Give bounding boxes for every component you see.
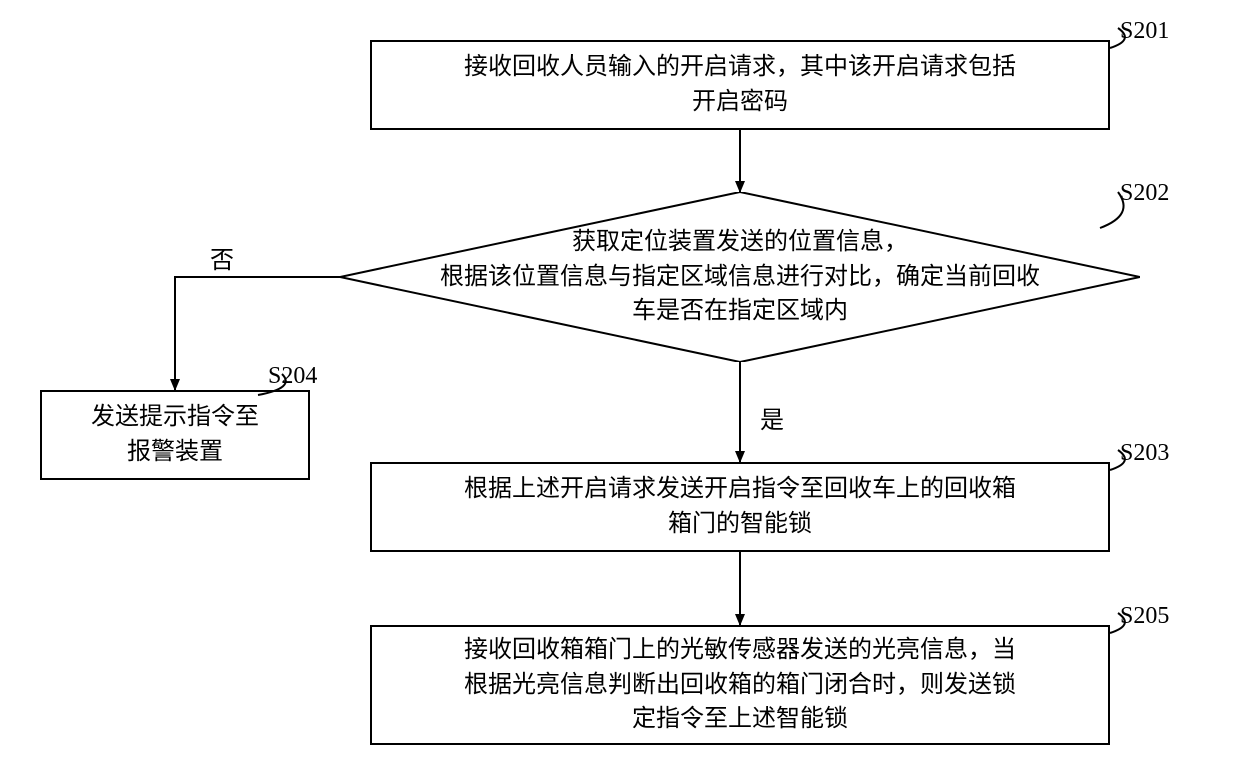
edge-label-no: 否 [210, 240, 234, 275]
node-s201: 接收回收人员输入的开启请求，其中该开启请求包括开启密码 [370, 40, 1110, 130]
node-s202-text: 获取定位装置发送的位置信息，根据该位置信息与指定区域信息进行对比，确定当前回收车… [440, 225, 1040, 329]
node-s203: 根据上述开启请求发送开启指令至回收车上的回收箱箱门的智能锁 [370, 462, 1110, 552]
node-s205: 接收回收箱箱门上的光敏传感器发送的光亮信息，当根据光亮信息判断出回收箱的箱门闭合… [370, 625, 1110, 745]
flowchart-canvas: 接收回收人员输入的开启请求，其中该开启请求包括开启密码 S201 获取定位装置发… [0, 0, 1240, 769]
node-s204: 发送提示指令至报警装置 [40, 390, 310, 480]
node-s202-text-wrap: 获取定位装置发送的位置信息，根据该位置信息与指定区域信息进行对比，确定当前回收车… [420, 217, 1060, 337]
label-s201: S201 [1120, 18, 1169, 45]
label-s203: S203 [1120, 440, 1169, 467]
node-s203-text: 根据上述开启请求发送开启指令至回收车上的回收箱箱门的智能锁 [464, 472, 1016, 542]
label-s204: S204 [268, 363, 317, 390]
node-s201-text: 接收回收人员输入的开启请求，其中该开启请求包括开启密码 [464, 50, 1016, 120]
node-s205-text: 接收回收箱箱门上的光敏传感器发送的光亮信息，当根据光亮信息判断出回收箱的箱门闭合… [464, 633, 1016, 737]
edge-label-yes: 是 [760, 400, 784, 435]
node-s204-text: 发送提示指令至报警装置 [91, 400, 259, 470]
label-s205: S205 [1120, 603, 1169, 630]
node-s202: 获取定位装置发送的位置信息，根据该位置信息与指定区域信息进行对比，确定当前回收车… [340, 192, 1140, 362]
label-s202: S202 [1120, 180, 1169, 207]
